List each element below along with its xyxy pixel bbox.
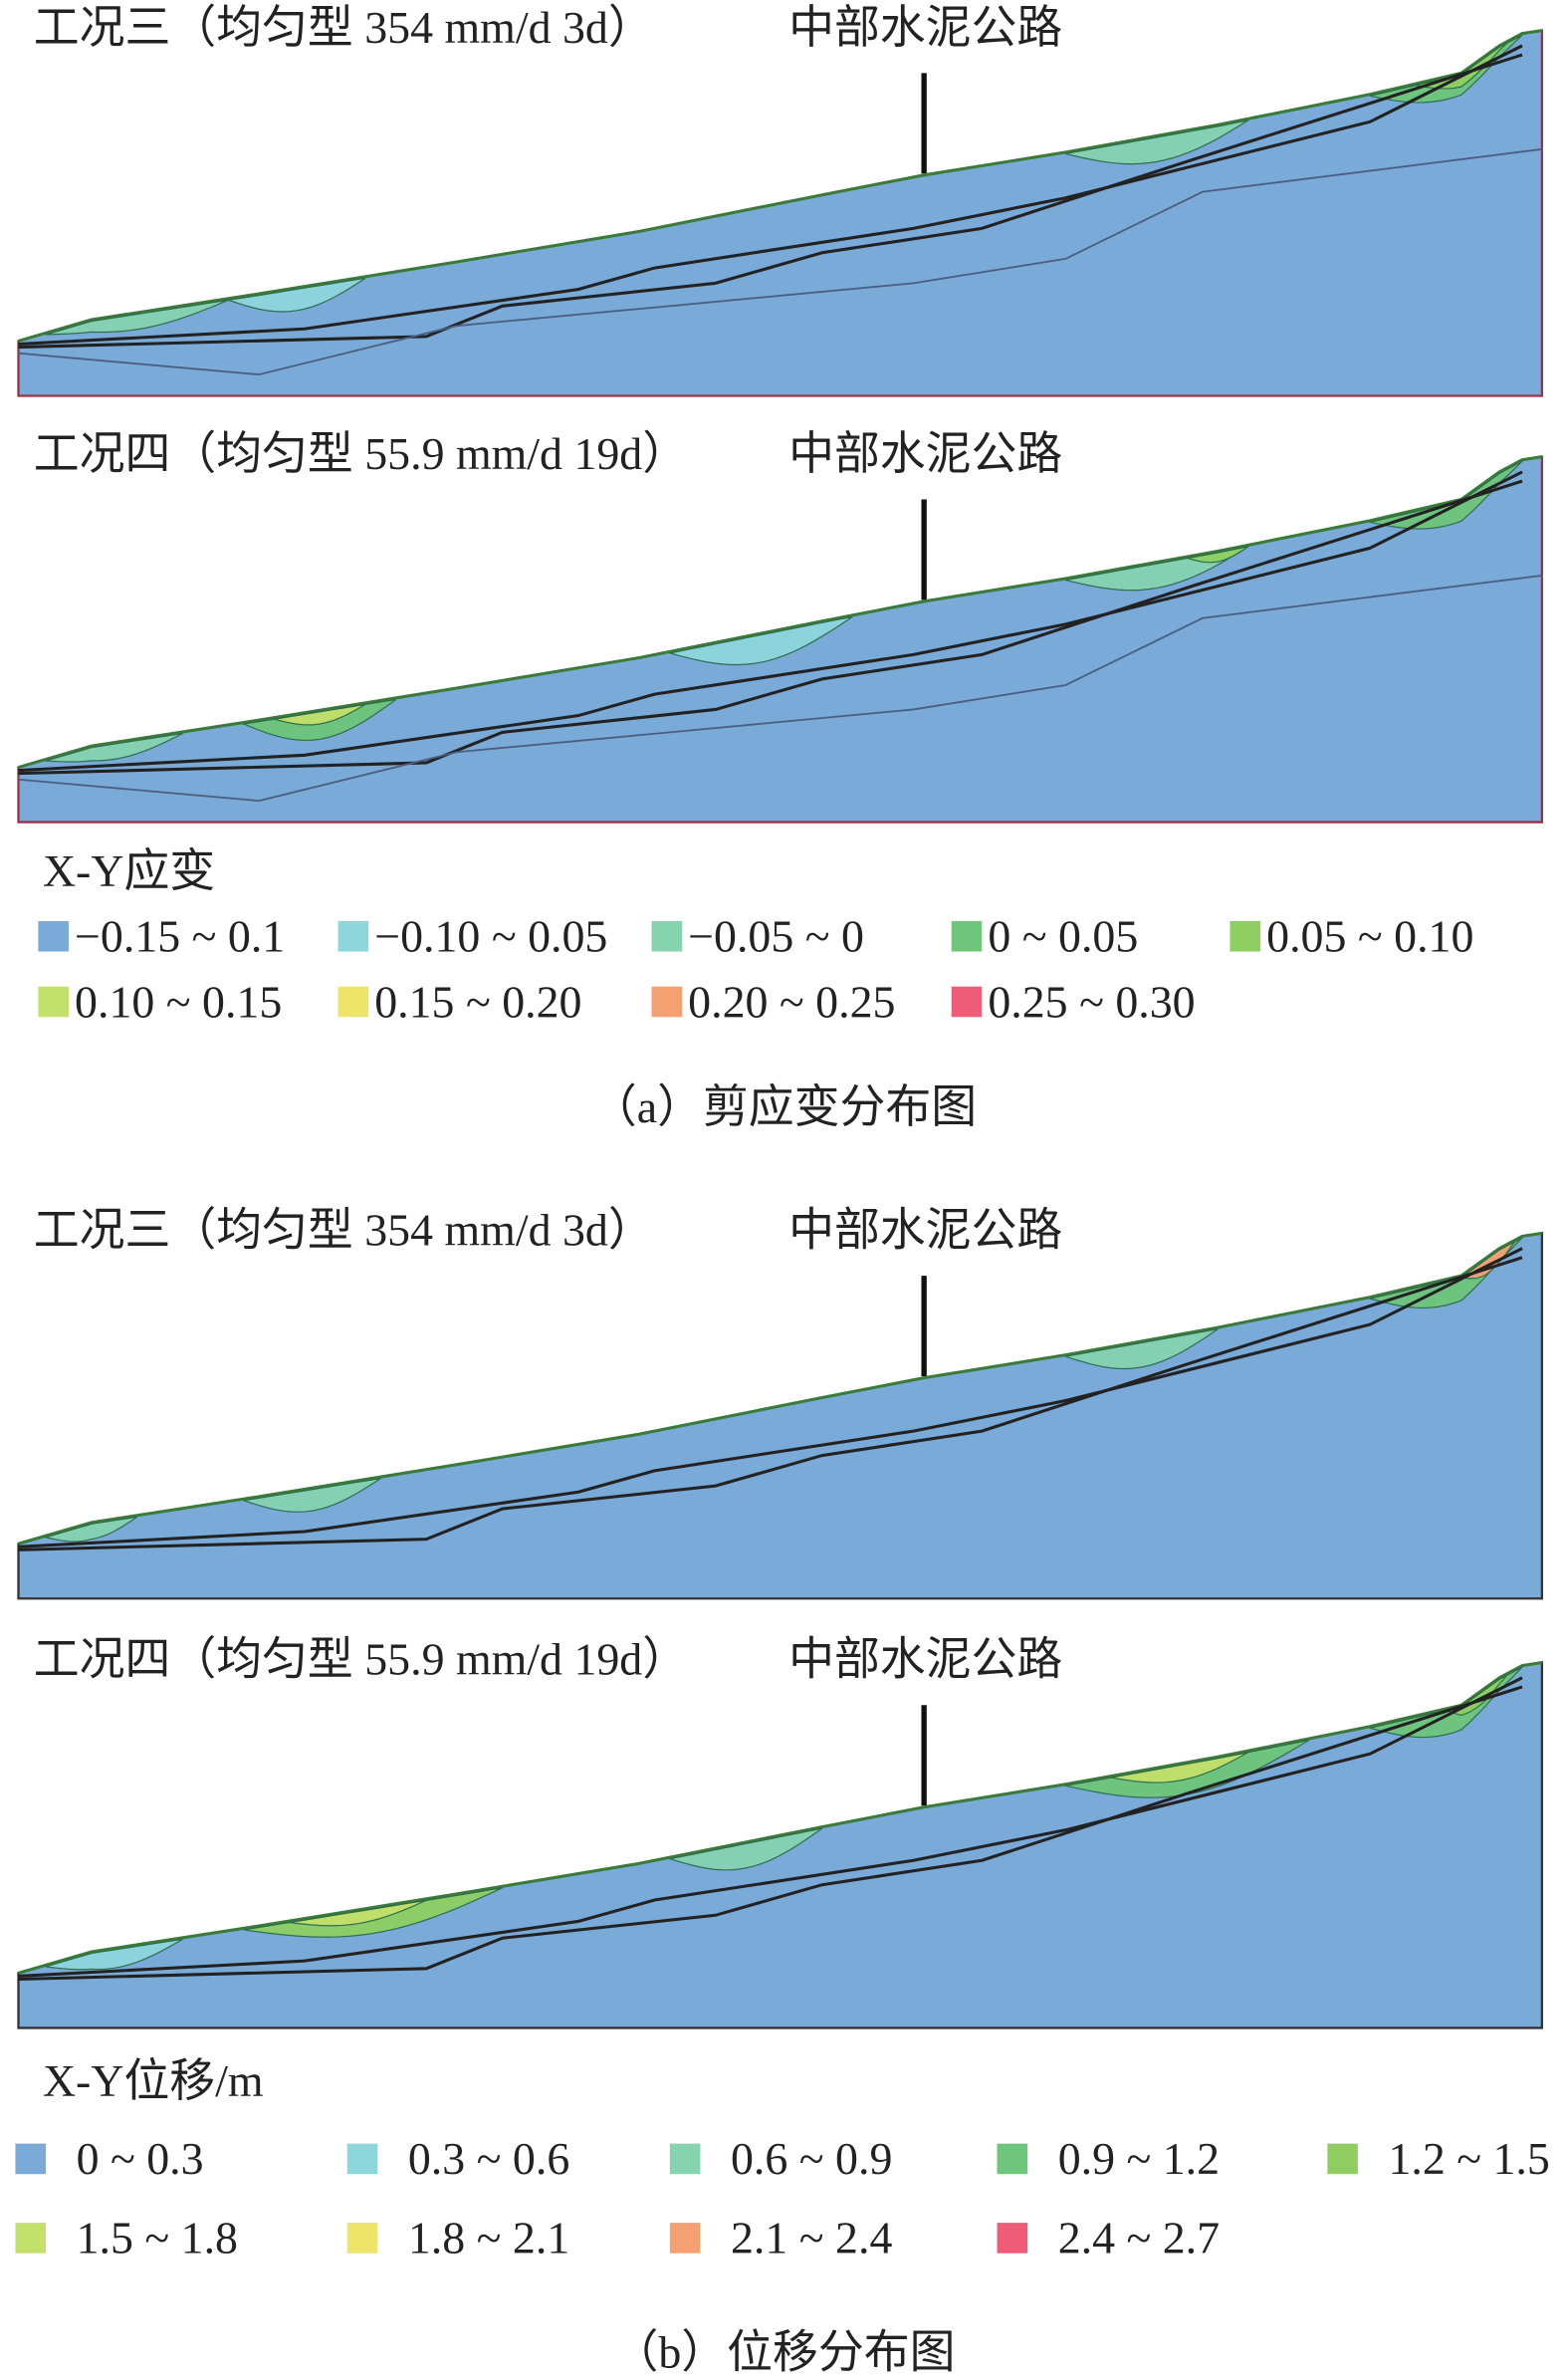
stratum-line — [18, 574, 1542, 803]
surface-line — [18, 1231, 1543, 1546]
legend-label: −0.05 ~ 0 — [688, 911, 864, 962]
road-label: 中部水泥公路 — [788, 428, 1062, 479]
legend-swatch — [15, 2143, 47, 2175]
stratum-line — [18, 470, 1523, 773]
legend-swatch — [346, 2223, 378, 2254]
legend-label: 1.8 ~ 2.1 — [408, 2213, 569, 2263]
surface-line — [18, 1660, 1543, 1975]
contour-zone — [243, 1478, 381, 1513]
caption: （b）位移分布图 — [613, 2326, 956, 2375]
slope-panel: 工况三（均匀型 354 mm/d 3d） 中部水泥公路 — [17, 1205, 1544, 1600]
stratum-line — [18, 479, 1523, 776]
legend-label: 0.6 ~ 0.9 — [731, 2133, 892, 2184]
stratum-line — [18, 147, 1542, 376]
road-label: 中部水泥公路 — [788, 1205, 1062, 1256]
legend-swatch — [651, 920, 683, 952]
legend-label: 1.5 ~ 1.8 — [77, 2213, 238, 2263]
panel-title: 工况四（均匀型 55.9 mm/d 19d） — [34, 1634, 688, 1685]
legend-label: 0.25 ~ 0.30 — [988, 976, 1195, 1027]
legend-label: 0.9 ~ 1.2 — [1058, 2133, 1220, 2184]
surface-line — [18, 455, 1543, 770]
legend-label: −0.15 ~ 0.1 — [75, 911, 285, 962]
legend-label: 0.15 ~ 0.20 — [374, 976, 581, 1027]
contour-zone — [1111, 1752, 1249, 1784]
legend-swatch — [669, 2143, 701, 2175]
contour-zone — [1369, 460, 1523, 530]
legend-label: 0 ~ 0.3 — [77, 2133, 204, 2184]
contour-zone — [43, 1516, 138, 1543]
legend-label: 2.1 ~ 2.4 — [731, 2213, 892, 2263]
legend-swatch — [997, 2223, 1028, 2254]
contour-zone — [1065, 1328, 1219, 1370]
legend-label: 0 ~ 0.05 — [988, 911, 1138, 962]
slope-panel: 工况三（均匀型 354 mm/d 3d） 中部水泥公路 — [17, 2, 1544, 397]
panel-title: 工况四（均匀型 55.9 mm/d 19d） — [34, 428, 688, 479]
legend-label: 0.05 ~ 0.10 — [1266, 911, 1473, 962]
legend-title: X-Y应变 — [43, 845, 215, 896]
stratum-line — [18, 53, 1523, 350]
contour-zone — [1369, 1237, 1523, 1309]
panel-title: 工况三（均匀型 354 mm/d 3d） — [34, 2, 654, 53]
contour-zone — [45, 732, 183, 763]
road-label: 中部水泥公路 — [788, 2, 1062, 53]
panel-title: 工况三（均匀型 354 mm/d 3d） — [34, 1205, 654, 1256]
contour-zone — [45, 1938, 183, 1971]
stratum-line — [18, 1247, 1523, 1548]
legend-title: X-Y位移/m — [43, 2055, 264, 2106]
legend-swatch — [337, 920, 369, 952]
contour-zone — [1444, 1674, 1508, 1717]
legend-swatch — [951, 920, 983, 952]
contour-zone — [289, 1899, 427, 1927]
stratum-line — [18, 1676, 1523, 1978]
legend-swatch — [337, 986, 369, 1018]
legend-swatch — [38, 986, 69, 1018]
stratum-line — [18, 1685, 1523, 1982]
contour-zone — [228, 277, 366, 313]
contour-zone — [1369, 1666, 1523, 1739]
contour-zone — [1459, 1241, 1515, 1280]
legend-swatch — [669, 2223, 701, 2254]
legend-swatch — [38, 920, 69, 952]
contour-zone — [274, 703, 366, 726]
stratum-line — [18, 44, 1523, 347]
surface-line — [18, 29, 1543, 343]
caption: （a）剪应变分布图 — [591, 1081, 977, 1132]
legend-label: 0.3 ~ 0.6 — [408, 2133, 569, 2184]
road-label: 中部水泥公路 — [788, 1634, 1062, 1685]
legend-swatch — [997, 2143, 1028, 2175]
legend-swatch — [651, 986, 683, 1018]
legend-swatch — [15, 2223, 47, 2254]
legend-swatch — [1230, 920, 1261, 952]
contour-zone — [669, 615, 853, 666]
stratum-line — [18, 1256, 1523, 1551]
slope-panel: 工况四（均匀型 55.9 mm/d 19d） 中部水泥公路 — [17, 428, 1544, 824]
legend-label: 1.2 ~ 1.5 — [1388, 2133, 1549, 2184]
legend-swatch — [346, 2143, 378, 2175]
slope-panel: 工况四（均匀型 55.9 mm/d 19d） 中部水泥公路 — [17, 1634, 1544, 2029]
contour-zone — [1187, 546, 1249, 564]
legend-swatch — [1327, 2143, 1358, 2175]
contour-zone — [669, 1827, 823, 1871]
legend-label: 0.20 ~ 0.25 — [688, 976, 895, 1027]
legend-label: −0.10 ~ 0.05 — [374, 911, 607, 962]
contour-zone — [1065, 119, 1249, 165]
legend-label: 0.10 ~ 0.15 — [75, 976, 282, 1027]
legend-swatch — [951, 986, 983, 1018]
legend-label: 2.4 ~ 2.7 — [1058, 2213, 1220, 2263]
